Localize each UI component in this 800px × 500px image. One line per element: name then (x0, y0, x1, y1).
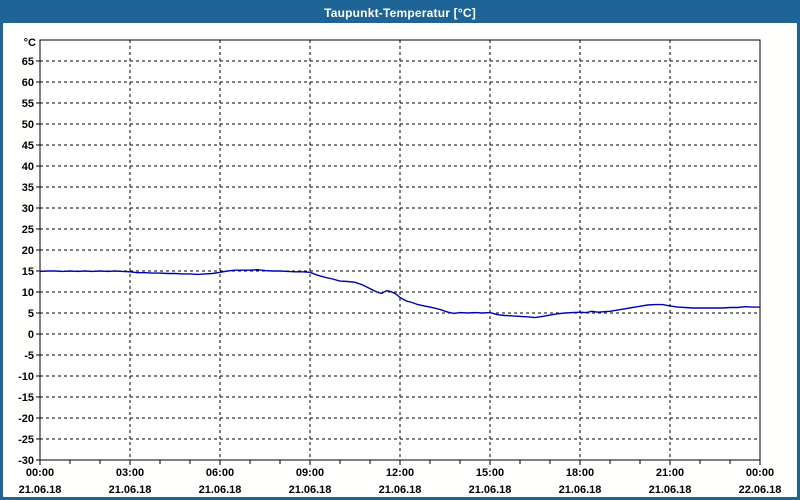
x-tick-time-label: 03:00 (116, 467, 144, 479)
x-tick-time-label: 09:00 (296, 467, 324, 479)
x-tick-date-label: 21.06.18 (199, 484, 242, 496)
y-tick-label: 5 (28, 308, 34, 320)
x-tick-time-label: 18:00 (566, 467, 594, 479)
x-tick-date-label: 22.06.18 (739, 484, 782, 496)
x-tick-date-label: 21.06.18 (289, 484, 332, 496)
y-axis-unit-label: °C (24, 37, 36, 49)
y-tick-label: 20 (22, 245, 34, 257)
y-tick-label: 40 (22, 161, 34, 173)
x-tick-time-label: 15:00 (476, 467, 504, 479)
x-tick-time-label: 06:00 (206, 467, 234, 479)
x-tick-time-label: 21:00 (656, 467, 684, 479)
y-tick-label: 10 (22, 287, 34, 299)
x-tick-date-label: 21.06.18 (109, 484, 152, 496)
y-tick-label: -10 (18, 371, 34, 383)
y-tick-label: 55 (22, 98, 34, 110)
y-tick-label: -30 (18, 455, 34, 467)
y-tick-label: 35 (22, 182, 34, 194)
x-tick-date-label: 21.06.18 (469, 484, 512, 496)
y-tick-label: 50 (22, 119, 34, 131)
title-bar[interactable]: Taupunkt-Temperatur [°C] (3, 3, 797, 23)
x-tick-time-label: 00:00 (26, 467, 54, 479)
x-tick-date-label: 21.06.18 (19, 484, 62, 496)
x-tick-time-label: 12:00 (386, 467, 414, 479)
x-tick-date-label: 21.06.18 (559, 484, 602, 496)
y-tick-label: 60 (22, 77, 34, 89)
y-tick-label: -5 (24, 350, 34, 362)
y-tick-label: -15 (18, 392, 34, 404)
x-tick-time-label: 00:00 (746, 467, 774, 479)
y-tick-label: 0 (28, 329, 34, 341)
x-tick-date-label: 21.06.18 (649, 484, 692, 496)
y-tick-label: 15 (22, 266, 34, 278)
x-tick-date-label: 21.06.18 (379, 484, 422, 496)
y-tick-label: -25 (18, 434, 34, 446)
y-tick-label: 65 (22, 56, 34, 68)
y-tick-label: 25 (22, 224, 34, 236)
y-tick-label: 45 (22, 140, 34, 152)
y-tick-label: -20 (18, 413, 34, 425)
temperature-line (39, 269, 761, 319)
y-tick-label: 30 (22, 203, 34, 215)
